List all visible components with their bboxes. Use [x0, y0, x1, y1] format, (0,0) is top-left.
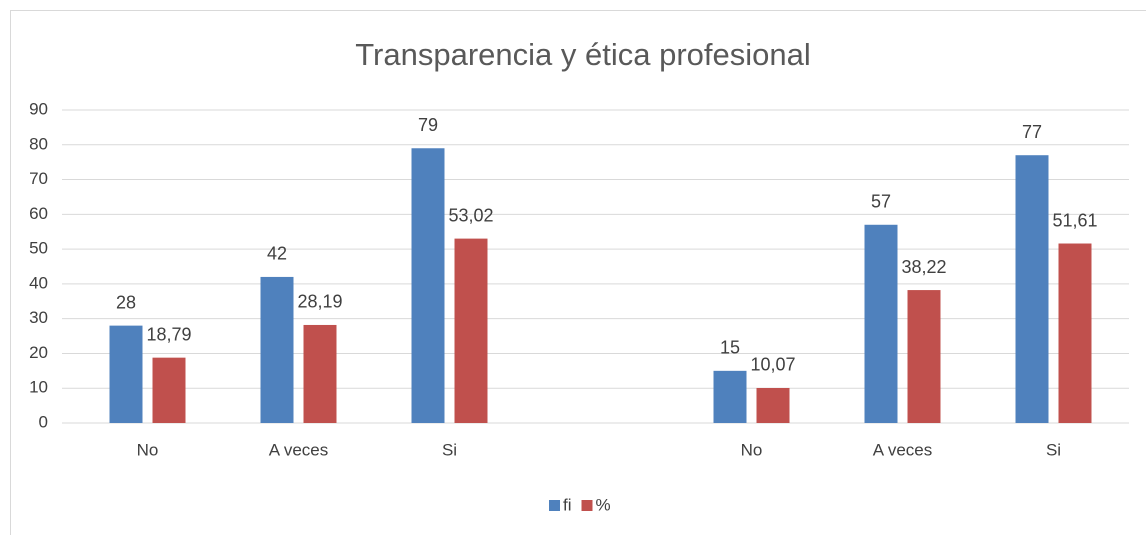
legend-swatch — [581, 500, 593, 511]
bar — [260, 276, 294, 423]
data-label: 18,79 — [146, 324, 191, 344]
chart-title: Transparencia y ética profesional — [355, 37, 810, 72]
bar — [713, 370, 747, 423]
y-tick-label: 30 — [29, 308, 48, 327]
bar — [152, 357, 186, 423]
x-tick-label: No — [741, 440, 763, 459]
bar — [109, 325, 143, 423]
y-tick-label: 80 — [29, 134, 48, 153]
chart-frame — [10, 10, 1146, 535]
bar — [1058, 243, 1092, 423]
y-tick-label: 90 — [29, 99, 48, 118]
data-label: 42 — [267, 244, 287, 264]
data-label: 51,61 — [1052, 210, 1097, 230]
data-label: 28 — [116, 292, 136, 312]
y-tick-label: 50 — [29, 239, 48, 258]
data-label: 79 — [418, 115, 438, 135]
y-tick-label: 0 — [39, 412, 48, 431]
data-label: 77 — [1022, 122, 1042, 142]
y-tick-label: 60 — [29, 204, 48, 223]
x-tick-label: Si — [1046, 440, 1061, 459]
y-tick-label: 70 — [29, 169, 48, 188]
bar — [454, 238, 488, 423]
data-label: 28,19 — [297, 292, 342, 312]
data-label: 38,22 — [901, 257, 946, 277]
y-tick-label: 40 — [29, 273, 48, 292]
bar — [303, 324, 337, 423]
bar — [907, 290, 941, 423]
bar — [864, 224, 898, 423]
data-label: 10,07 — [750, 355, 795, 375]
x-tick-label: A veces — [873, 440, 933, 459]
legend-label: % — [596, 495, 611, 514]
legend-swatch — [549, 500, 560, 511]
legend-label: fi — [563, 495, 572, 514]
x-tick-label: A veces — [269, 440, 329, 459]
y-tick-label: 10 — [29, 378, 48, 397]
bar — [756, 387, 790, 423]
x-tick-label: No — [137, 440, 159, 459]
data-label: 57 — [871, 192, 891, 212]
data-label: 53,02 — [448, 205, 493, 225]
x-tick-label: Si — [442, 440, 457, 459]
bar — [1015, 155, 1049, 423]
data-label: 15 — [720, 338, 740, 358]
y-tick-label: 20 — [29, 343, 48, 362]
bar — [411, 148, 445, 423]
